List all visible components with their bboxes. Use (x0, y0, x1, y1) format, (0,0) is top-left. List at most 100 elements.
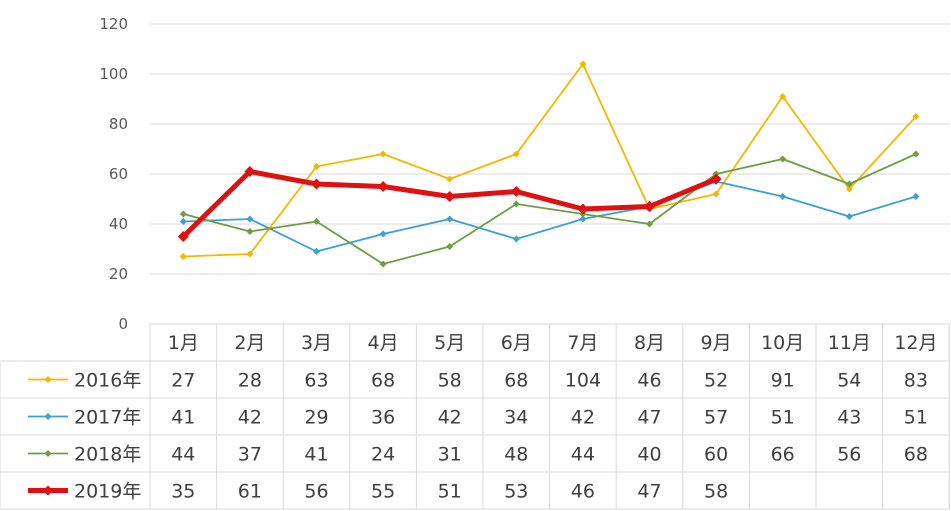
data-point (512, 200, 520, 208)
table-value: 36 (371, 407, 395, 429)
data-point (246, 250, 254, 258)
data-point (845, 180, 853, 188)
table-value: 41 (171, 407, 195, 429)
data-point (379, 260, 387, 268)
table-value: 29 (304, 407, 328, 429)
table-value: 43 (837, 407, 861, 429)
legend-key-marker (44, 413, 52, 420)
category-label: 10月 (761, 332, 804, 354)
data-point (579, 60, 587, 68)
data-point (579, 215, 587, 223)
table-value: 55 (371, 481, 395, 503)
data-point (510, 186, 522, 197)
legend-label: 2019年 (74, 481, 141, 503)
data-point (644, 201, 655, 212)
data-point (512, 150, 520, 158)
table-value: 52 (704, 370, 728, 392)
category-label: 11月 (828, 332, 871, 354)
data-point (313, 218, 320, 225)
data-point (179, 218, 187, 225)
table-value: 63 (304, 370, 328, 392)
table-value: 46 (571, 481, 595, 503)
data-point (446, 215, 454, 223)
table-value: 51 (438, 481, 462, 503)
series-lines (177, 60, 920, 268)
table-value: 42 (238, 407, 262, 429)
table-value: 28 (238, 370, 262, 392)
table-value: 44 (171, 444, 195, 466)
table-value: 44 (571, 444, 595, 466)
table-value: 31 (438, 444, 462, 466)
table-value: 68 (904, 444, 928, 466)
category-label: 1月 (168, 332, 199, 354)
legend-label: 2018年 (74, 444, 141, 466)
legend-key-marker (43, 485, 53, 496)
data-point (446, 243, 454, 250)
table-value: 42 (571, 407, 595, 429)
y-axis: 0 20 40 60 80 100 120 (99, 15, 128, 333)
table-value: 60 (704, 444, 728, 466)
data-point (646, 220, 653, 228)
data-point (244, 166, 256, 177)
category-label: 9月 (701, 332, 732, 354)
table-value: 68 (371, 370, 395, 392)
data-point (779, 155, 787, 163)
category-label: 7月 (567, 332, 598, 354)
data-point (179, 253, 187, 260)
table-value: 53 (504, 481, 528, 503)
data-point (845, 185, 853, 193)
legend-key-marker (44, 376, 52, 383)
data-point (313, 163, 320, 170)
category-label: 6月 (501, 332, 532, 354)
table-value: 104 (565, 370, 601, 392)
legend-key-marker (44, 450, 52, 457)
table-value: 58 (704, 481, 728, 503)
table-value: 51 (771, 407, 795, 429)
category-label: 3月 (301, 332, 332, 354)
data-point (177, 231, 189, 242)
data-point (512, 235, 520, 243)
table-value: 40 (637, 444, 661, 466)
table-value: 56 (837, 444, 861, 466)
table-value: 54 (837, 370, 861, 392)
table-value: 58 (438, 370, 462, 392)
category-label: 8月 (634, 332, 665, 354)
data-point (446, 175, 454, 183)
y-tick-label: 120 (99, 15, 128, 33)
table-value: 34 (504, 407, 528, 429)
table-value: 47 (637, 481, 661, 503)
table-value: 35 (171, 481, 195, 503)
data-point (912, 113, 920, 120)
table-value: 91 (771, 370, 795, 392)
data-point (246, 228, 254, 235)
data-point (712, 190, 720, 198)
y-tick-label: 80 (109, 115, 128, 133)
data-point (311, 178, 322, 190)
y-tick-label: 0 (118, 315, 128, 333)
data-point (179, 210, 187, 218)
series-line (182, 63, 917, 258)
data-point (577, 203, 589, 215)
data-point (779, 193, 787, 200)
y-tick-label: 60 (109, 165, 128, 183)
legend-label: 2016年 (74, 370, 141, 392)
table-value: 83 (904, 370, 928, 392)
category-label: 2月 (234, 332, 265, 354)
data-point (313, 248, 320, 255)
table-value: 56 (304, 481, 328, 503)
data-point (779, 93, 787, 100)
table-value: 61 (238, 481, 262, 503)
table-value: 37 (238, 444, 262, 466)
table-value: 42 (438, 407, 462, 429)
table-value: 51 (904, 407, 928, 429)
y-tick-label: 20 (109, 265, 128, 283)
data-point (444, 191, 456, 202)
table-value: 48 (504, 444, 528, 466)
table-value: 68 (504, 370, 528, 392)
table-value: 46 (637, 370, 661, 392)
legend-label: 2017年 (74, 407, 141, 429)
category-label: 12月 (894, 332, 937, 354)
table-value: 24 (371, 444, 395, 466)
series-line (182, 180, 917, 253)
